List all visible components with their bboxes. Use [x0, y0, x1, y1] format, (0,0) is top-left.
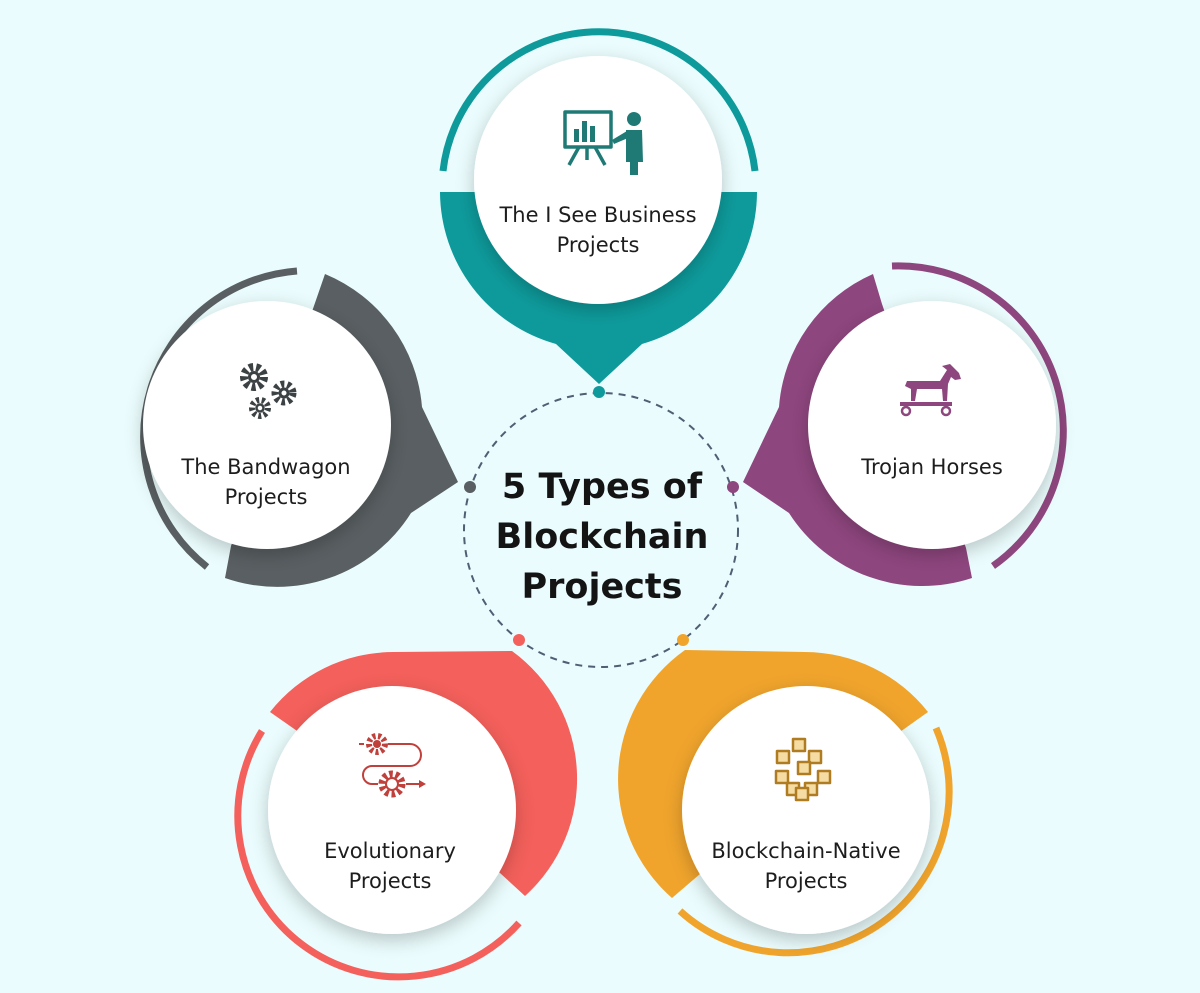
- node-bandwagon: [140, 267, 476, 587]
- label-trojan-horses: Trojan Horses: [812, 452, 1052, 482]
- label-bandwagon: The Bandwagon Projects: [146, 452, 386, 512]
- label-blockchain-native-line2: Projects: [764, 869, 848, 893]
- label-i-see-business-line2: Projects: [556, 233, 640, 257]
- node-i-see-business: [439, 28, 759, 398]
- presentation-icon: [563, 110, 613, 166]
- center-title-line2: Blockchain: [495, 517, 709, 557]
- center-dashed-ring: [463, 392, 739, 668]
- center-title-line1: 5 Types of: [501, 467, 703, 507]
- label-i-see-business: The I See Business Projects: [478, 200, 718, 260]
- label-i-see-business-line1: The I See Business: [499, 203, 697, 227]
- label-blockchain-native-line1: Blockchain-Native: [711, 839, 901, 863]
- connector-dot-evolutionary: [513, 634, 525, 646]
- node-evolutionary: [234, 634, 578, 981]
- gears-icon: [240, 363, 297, 419]
- connector-dot-trojan-horses: [727, 481, 739, 493]
- circle-bandwagon: [143, 301, 391, 549]
- center-title-line3: Projects: [521, 567, 683, 607]
- label-evolutionary-line1: Evolutionary: [324, 839, 456, 863]
- gears-process-icon: [359, 733, 426, 798]
- label-evolutionary: Evolutionary Projects: [270, 836, 510, 896]
- label-trojan-horses-line1: Trojan Horses: [861, 455, 1003, 479]
- circle-trojan-horses: [808, 301, 1056, 549]
- center-title: 5 Types of Blockchain Projects: [470, 462, 734, 612]
- label-bandwagon-line2: Projects: [224, 485, 308, 509]
- circle-i-see-business: [474, 56, 722, 304]
- label-bandwagon-line1: The Bandwagon: [181, 455, 351, 479]
- connector-dot-blockchain-native: [677, 634, 689, 646]
- circle-evolutionary: [268, 686, 516, 934]
- node-blockchain-native: [618, 634, 953, 957]
- outer-arc-i-see-business: [439, 28, 759, 172]
- trojan-horse-icon: [900, 364, 961, 417]
- label-evolutionary-line2: Projects: [348, 869, 432, 893]
- outer-arc-evolutionary: [234, 729, 522, 981]
- outer-arc-trojan-horses: [891, 262, 1067, 569]
- outer-arc-blockchain-native: [677, 726, 953, 957]
- node-trojan-horses: [727, 262, 1067, 587]
- connector-dot-bandwagon: [464, 481, 476, 493]
- circle-blockchain-native: [682, 686, 930, 934]
- label-blockchain-native: Blockchain-Native Projects: [686, 836, 926, 896]
- connector-dot-i-see-business: [593, 386, 605, 398]
- blocks-network-icon: [774, 737, 832, 802]
